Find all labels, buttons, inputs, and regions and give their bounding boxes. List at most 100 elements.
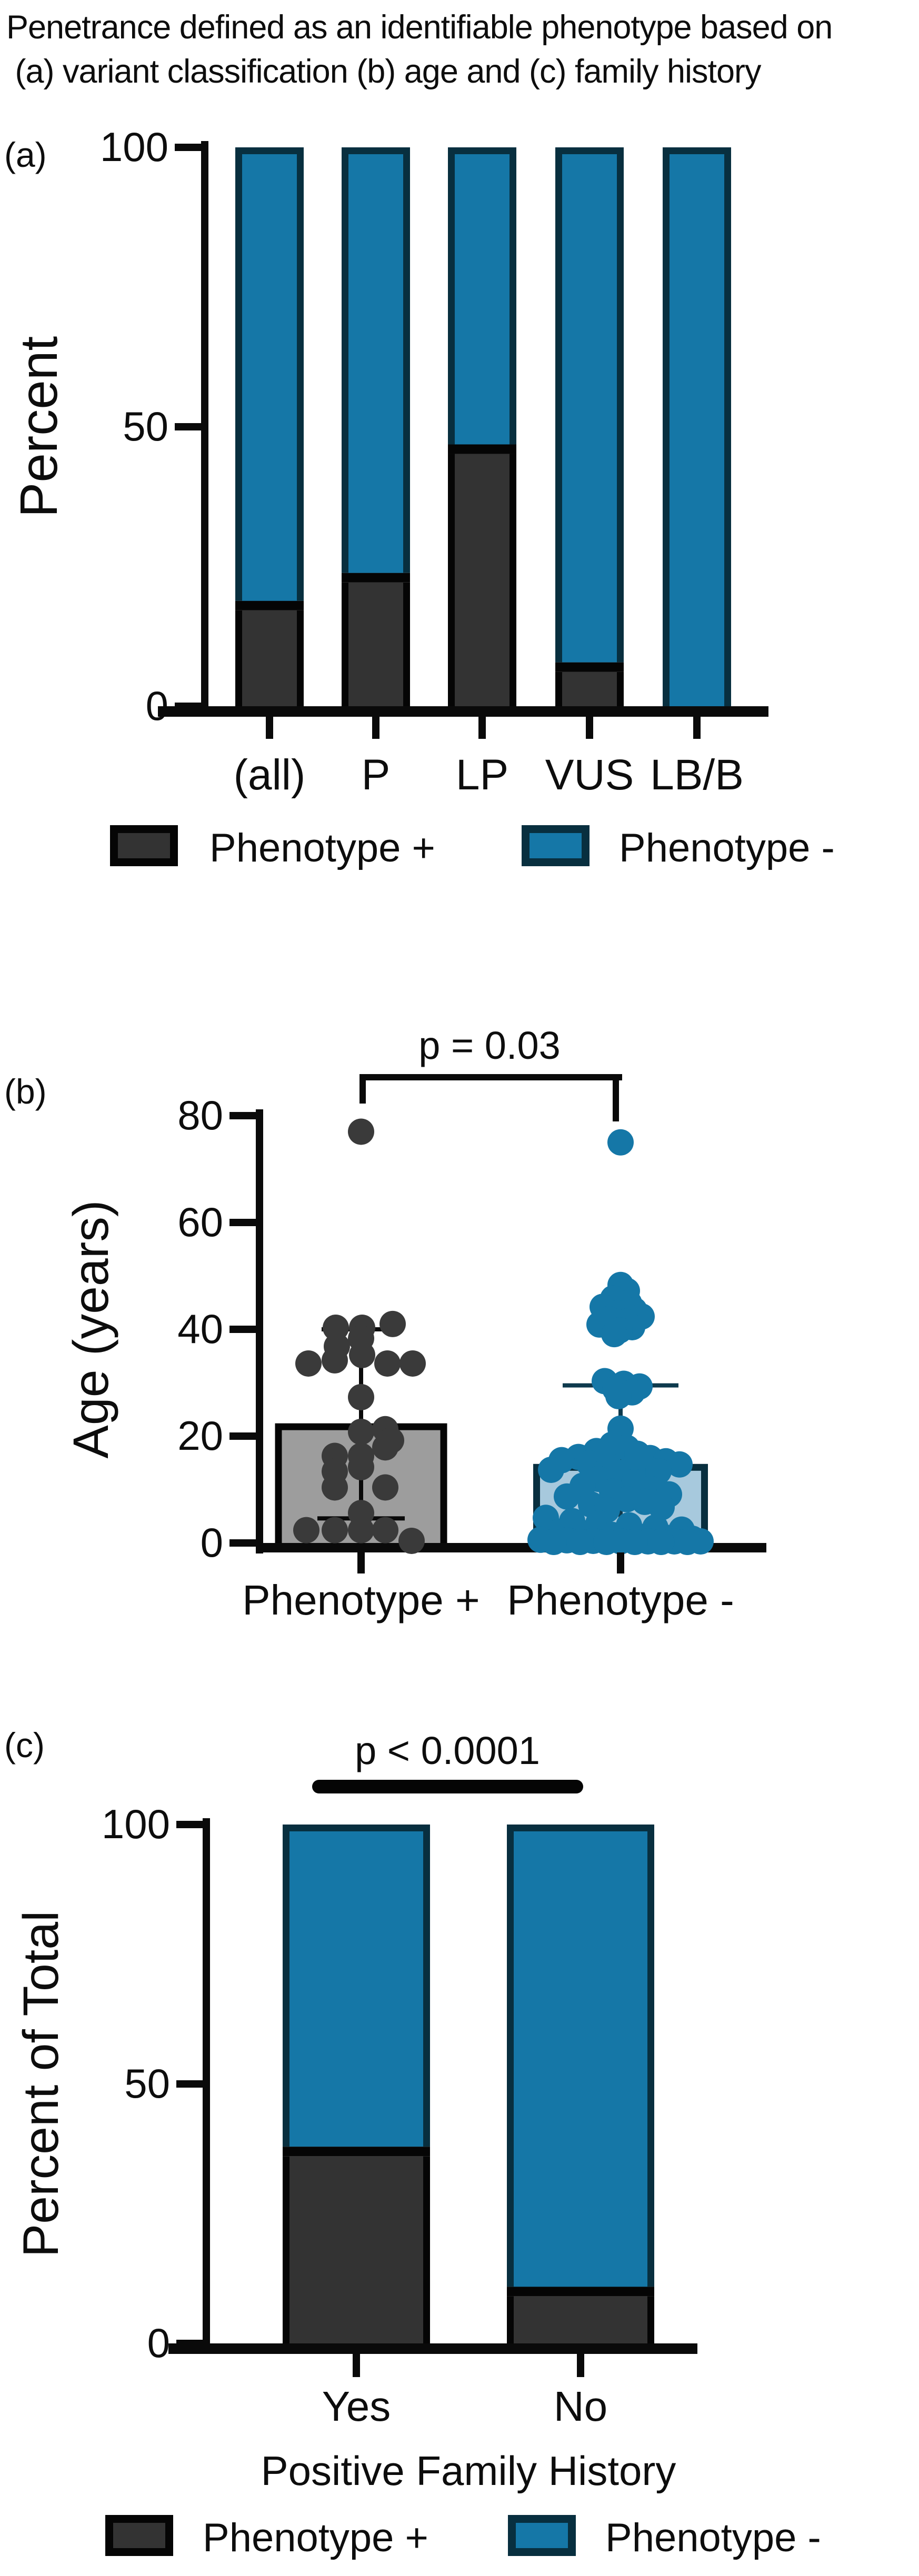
panel-b-y-tick [229, 1219, 258, 1226]
panel-c-bar-positive [289, 2156, 423, 2343]
panel-a-category-label: VUS [545, 751, 634, 799]
panel-b-scatter-point [348, 1517, 374, 1543]
panel-b-scatter-point [622, 1528, 648, 1555]
figure-title: Penetrance defined as an identifiable ph… [6, 5, 833, 94]
legend-label-phenotype-positive: Phenotype + [203, 2515, 428, 2560]
panel-a-x-tick [372, 717, 379, 739]
panel-b-scatter-point [399, 1350, 426, 1377]
panel-a-bar-negative [670, 154, 724, 706]
legend-swatch-phenotype-positive [105, 2515, 173, 2556]
panel-b-scatter-point [379, 1310, 406, 1337]
legend-label-phenotype-positive: Phenotype + [209, 826, 435, 870]
panel-c-bar-negative [289, 1831, 423, 2147]
panel-a-y-tick-label: 50 [123, 403, 168, 449]
legend-swatch-phenotype-positive-fill [113, 2523, 165, 2548]
panel-c-p-bar [312, 1780, 583, 1793]
panel-c-x-tick [577, 2354, 584, 2377]
panel-b-scatter-point [348, 1118, 374, 1145]
panel-b-scatter-point [538, 1456, 564, 1483]
panel-a-y-axis-title: Percent [9, 336, 68, 517]
panel-b-scatter-point [648, 1528, 674, 1555]
panel-a-y-tick [175, 144, 203, 151]
panel-b-scatter-point [372, 1474, 398, 1501]
figure-title-line2: (a) variant classification (b) age and (… [6, 53, 762, 90]
panel-c-bar-boundary [507, 2287, 654, 2297]
panel-b-scatter-point [541, 1528, 567, 1555]
panel-b-y-axis-title: Age (years) [63, 1200, 119, 1458]
panel-a-bar-negative [242, 154, 297, 601]
panel-a-bar-positive [348, 582, 403, 706]
legend-swatch-phenotype-positive-fill [118, 833, 170, 858]
panel-b-category-label: Phenotype + [242, 1577, 480, 1623]
panel-b-scatter-point [374, 1350, 401, 1377]
panel-b-x-tick [357, 1552, 365, 1573]
panel-a-category-label: LP [456, 751, 508, 799]
panel-b-scatter-point [295, 1350, 322, 1377]
panel-b-y-tick [229, 1326, 258, 1333]
panel-a-bar-positive [562, 671, 617, 706]
panel-b-scatter-point [293, 1517, 319, 1543]
panel-a-letter: (a) [4, 135, 47, 174]
panel-b-scatter-point [372, 1434, 398, 1461]
panel-a-bar-boundary [448, 444, 516, 454]
panel-c-y-tick [176, 1821, 205, 1828]
panel-b-bracket [359, 1074, 622, 1080]
panel-b-scatter-point [593, 1528, 620, 1555]
legend-label-phenotype-negative: Phenotype - [605, 2515, 821, 2560]
panel-b-scatter-point [322, 1474, 348, 1501]
panel-a-bar-negative [562, 154, 617, 663]
panel-b-scatter-point [605, 1382, 632, 1409]
panel-a-x-tick [586, 717, 593, 739]
panel-a-x-tick [478, 717, 486, 739]
panel-b-scatter-point [348, 1384, 374, 1410]
panel-a-category-label: (all) [234, 751, 306, 799]
panel-a-y-tick-label: 100 [100, 124, 168, 170]
panel-a-bar-positive [242, 610, 297, 706]
panel-b-scatter-point [322, 1347, 348, 1374]
panel-c-y-tick [176, 2080, 205, 2088]
panel-b-scatter-point [322, 1517, 348, 1543]
panel-c-y-axis [203, 1818, 210, 2354]
panel-b-scatter-point [607, 1129, 634, 1156]
panel-b-scatter-point [666, 1451, 693, 1478]
panel-b-y-tick-label: 80 [177, 1092, 223, 1138]
legend-swatch-phenotype-negative-fill [530, 833, 582, 858]
panel-b-scatter-point [349, 1341, 375, 1368]
panel-c-y-tick-label: 0 [147, 2320, 170, 2366]
panel-a-x-tick [266, 717, 273, 739]
panel-c-bar-negative [514, 1831, 647, 2287]
panel-b-y-tick [229, 1432, 258, 1440]
panel-c-x-axis [168, 2343, 697, 2354]
panel-a-category-label: P [362, 751, 391, 799]
panel-c-category-label: No [554, 2383, 607, 2430]
panel-c-y-axis-title: Percent of Total [13, 1911, 69, 2257]
panel-b-y-tick-label: 20 [177, 1412, 223, 1459]
panel-b-bracket-right [613, 1074, 619, 1121]
legend-label-phenotype-negative: Phenotype - [619, 826, 835, 870]
panel-c-bar-positive [514, 2296, 647, 2343]
panel-b-y-tick [229, 1112, 258, 1119]
legend-swatch-phenotype-negative [508, 2515, 576, 2556]
panel-b-category-label: Phenotype - [507, 1577, 734, 1623]
panel-b-scatter-point [567, 1528, 593, 1555]
panel-b-y-tick-label: 40 [177, 1306, 223, 1352]
panel-b-scatter-point [674, 1528, 701, 1555]
panel-b-scatter-point [348, 1418, 374, 1445]
panel-b-y-tick [229, 1539, 258, 1547]
panel-b-y-tick-label: 60 [177, 1199, 223, 1245]
panel-a-y-axis [201, 141, 208, 717]
panel-b-scatter-point [601, 1321, 627, 1348]
panel-b-scatter-point [554, 1483, 580, 1510]
panel-a-y-tick [175, 423, 203, 430]
panel-a-bar-boundary [555, 662, 624, 672]
legend-swatch-phenotype-positive [110, 825, 178, 866]
panel-b-x-tick [617, 1552, 624, 1573]
panel-a-x-axis [158, 706, 768, 717]
panel-c-letter: (c) [4, 1726, 45, 1765]
panel-c-x-tick [353, 2354, 360, 2377]
panel-b-scatter-point [398, 1527, 425, 1554]
panel-b-scatter-point [348, 1454, 374, 1480]
panel-a-bar-boundary [342, 573, 410, 583]
